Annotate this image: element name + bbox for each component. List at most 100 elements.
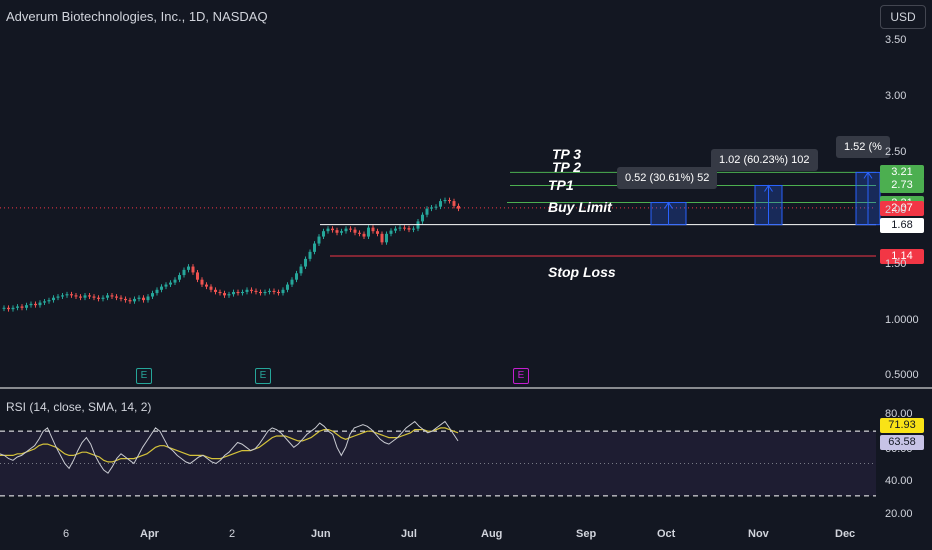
candle [439, 201, 442, 207]
chart-title: Adverum Biotechnologies, Inc., 1D, NASDA… [6, 9, 268, 24]
candle [173, 279, 177, 283]
rsi-sma-badge: 63.58 [880, 435, 924, 450]
time-label: Aug [481, 528, 503, 540]
candle [232, 291, 235, 295]
candle [155, 289, 159, 294]
candle [97, 297, 100, 299]
candles [2, 197, 460, 312]
candle [425, 208, 429, 215]
price-tick: 2.50 [885, 146, 907, 158]
candle [245, 289, 249, 292]
time-label: 2 [229, 528, 236, 540]
time-label: Jun [311, 528, 331, 540]
time-label: Oct [657, 528, 676, 540]
measure-arrow-head [664, 201, 673, 209]
candle [200, 279, 204, 285]
candle [308, 251, 312, 259]
last-price-badge: 2.07 [880, 200, 924, 216]
candle [331, 228, 334, 231]
rsi-plot [0, 420, 876, 497]
candle [259, 291, 262, 294]
price-tick: 1.0000 [885, 314, 919, 326]
candle [371, 227, 375, 232]
candle [241, 291, 244, 294]
candle [326, 228, 330, 232]
level-label: TP1 [548, 176, 574, 193]
candle [110, 295, 114, 297]
candle [142, 297, 145, 301]
candle [137, 297, 141, 299]
candle [79, 296, 82, 298]
candle [403, 227, 406, 229]
price-tick: 0.5000 [885, 369, 919, 381]
candle [106, 295, 109, 298]
candle [115, 296, 118, 298]
candle [209, 286, 213, 290]
earnings-marker[interactable]: E [255, 368, 271, 384]
level-price-badge: 3.21 [880, 165, 924, 181]
currency-button[interactable]: USD [880, 5, 926, 29]
candle [164, 284, 168, 287]
level-price-badge: 1.14 [880, 248, 924, 264]
rsi-title: RSI (14, close, SMA, 14, 2) [6, 400, 152, 414]
rsi-tick: 40.00 [885, 475, 913, 487]
candle [52, 297, 55, 301]
candle [349, 228, 352, 230]
candle [250, 289, 253, 291]
candle [20, 306, 24, 308]
candle [448, 200, 451, 202]
candle [394, 228, 397, 231]
candle [263, 291, 267, 294]
candle [191, 266, 195, 273]
candle [43, 301, 46, 303]
candle [443, 200, 447, 202]
candle [218, 291, 222, 294]
level-label: Buy Limit [548, 198, 612, 215]
candle [74, 295, 78, 297]
time-label: Nov [748, 528, 769, 540]
candle [286, 284, 289, 290]
candle [133, 298, 136, 302]
candle [119, 297, 123, 299]
candle [385, 233, 388, 243]
rsi-line [0, 420, 459, 474]
time-label: Jul [401, 528, 417, 540]
time-label: Sep [576, 528, 597, 540]
candle [101, 297, 105, 299]
candle [452, 201, 456, 206]
candle [268, 290, 271, 292]
candle [160, 286, 163, 290]
measure-label: 1.02 (60.23%) 102 [711, 149, 818, 172]
measure-label: 0.52 (30.61%) 52 [617, 166, 718, 189]
candle [389, 230, 393, 234]
candle [34, 303, 37, 306]
candle [16, 306, 19, 308]
earnings-marker[interactable]: E [136, 368, 152, 384]
rsi-tick: 80.00 [885, 408, 913, 420]
candle [277, 291, 280, 294]
level-label: Stop Loss [548, 263, 616, 280]
candle [254, 290, 258, 292]
candle [178, 275, 181, 280]
candle [7, 307, 10, 310]
candle [457, 205, 460, 209]
candle [29, 303, 33, 306]
candle [61, 295, 64, 297]
candle [340, 231, 343, 233]
candle [128, 300, 132, 302]
candle [353, 229, 357, 233]
candle [83, 295, 87, 298]
candle [376, 231, 379, 234]
candle [187, 266, 190, 270]
candle [304, 258, 307, 267]
candle [281, 289, 285, 294]
candle [362, 233, 366, 237]
candle [358, 232, 361, 234]
rsi-tick: 20.00 [885, 508, 913, 520]
candle [236, 291, 240, 294]
price-tick: 3.00 [885, 90, 907, 102]
earnings-marker[interactable]: E [513, 368, 529, 384]
level-price-badge: 2.73 [880, 178, 924, 194]
measure-label: 1.52 (% [836, 136, 890, 159]
